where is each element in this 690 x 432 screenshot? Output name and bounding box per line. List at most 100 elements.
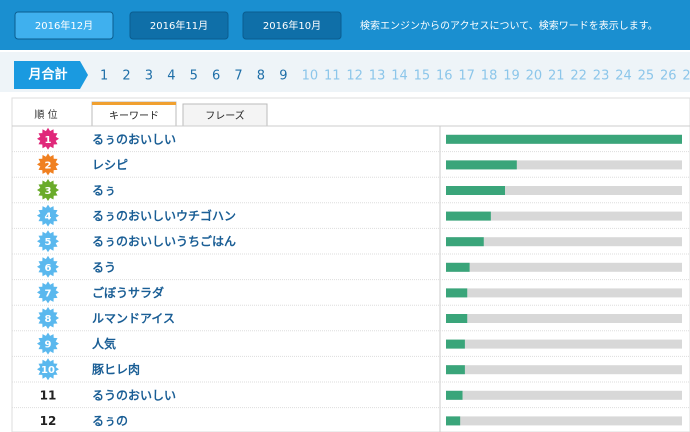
- rank: 3: [45, 186, 52, 197]
- day-link[interactable]: 2: [122, 69, 130, 84]
- rank: 6: [45, 263, 52, 274]
- tab-accent: [92, 102, 176, 105]
- rank: 9: [45, 340, 52, 351]
- month-tab[interactable]: [14, 11, 114, 40]
- bar: [446, 365, 465, 375]
- month-tab[interactable]: [242, 11, 342, 40]
- day-link[interactable]: 19: [503, 69, 520, 84]
- rank-badge: [37, 307, 59, 329]
- keyword[interactable]: 豚ヒレ肉: [91, 362, 140, 377]
- rank-header: 順 位: [34, 108, 57, 121]
- day-link[interactable]: 18: [481, 69, 498, 84]
- rank-badge: [37, 358, 59, 381]
- header-bar: [0, 0, 690, 50]
- bar: [446, 390, 463, 400]
- keyword[interactable]: るう: [92, 260, 116, 274]
- bar: [446, 237, 484, 247]
- day-bar: [0, 52, 690, 92]
- bar: [446, 416, 461, 426]
- month-tab-label[interactable]: 2016年12月: [35, 19, 93, 32]
- bar: [446, 186, 505, 195]
- day-link[interactable]: 14: [391, 69, 408, 84]
- rank-badge: [37, 230, 59, 253]
- day-link[interactable]: 23: [593, 69, 610, 84]
- rank-badge: [37, 179, 59, 201]
- day-link[interactable]: 8: [257, 69, 265, 84]
- day-link[interactable]: 13: [369, 69, 386, 84]
- bar: [446, 211, 491, 221]
- keyword[interactable]: レシピ: [92, 158, 128, 172]
- keyword[interactable]: るぅのおいしい: [92, 132, 176, 146]
- day-link[interactable]: 21: [548, 69, 565, 84]
- rank: 11: [40, 388, 57, 402]
- total-label[interactable]: 月合計: [27, 67, 67, 83]
- day-link[interactable]: 24: [615, 69, 632, 84]
- rank-badge: [37, 127, 59, 150]
- keyword-tab[interactable]: [91, 101, 177, 127]
- day-link[interactable]: 26: [660, 69, 677, 84]
- total-badge[interactable]: [14, 61, 88, 89]
- day-link[interactable]: 12: [346, 69, 363, 84]
- keyword[interactable]: るぅの: [92, 414, 128, 428]
- month-tab-label[interactable]: 2016年10月: [263, 19, 321, 32]
- bar-track: [446, 186, 682, 195]
- day-link[interactable]: 17: [458, 69, 475, 84]
- keyword[interactable]: ルマンドアイス: [92, 312, 175, 326]
- keyword[interactable]: るぅ: [92, 184, 116, 198]
- day-link[interactable]: 6: [212, 69, 220, 84]
- keyword[interactable]: るぅのおいしいウチゴハン: [92, 208, 236, 223]
- bar-track: [446, 237, 682, 247]
- bar: [446, 160, 517, 170]
- day-link[interactable]: 9: [279, 69, 287, 84]
- keyword[interactable]: ごぼうサラダ: [92, 285, 164, 300]
- rank: 5: [45, 237, 52, 248]
- rank: 2: [45, 160, 52, 171]
- day-link[interactable]: 1: [100, 69, 108, 84]
- keyword[interactable]: 人気: [92, 336, 116, 351]
- bar-track: [446, 390, 682, 400]
- day-link[interactable]: 16: [436, 69, 453, 84]
- day-link[interactable]: 7: [234, 69, 242, 84]
- phrase-tab-label[interactable]: フレーズ: [205, 109, 245, 122]
- day-link[interactable]: 5: [190, 69, 198, 84]
- day-link[interactable]: 27: [682, 69, 690, 84]
- bar: [446, 288, 468, 298]
- day-link[interactable]: 4: [167, 69, 175, 84]
- day-link[interactable]: 15: [414, 69, 431, 84]
- day-link[interactable]: 22: [570, 69, 587, 84]
- rank-badge: [37, 153, 59, 176]
- bar: [446, 314, 468, 323]
- bar: [446, 339, 465, 349]
- rank-badge: [37, 332, 59, 355]
- bar: [446, 134, 682, 144]
- day-link[interactable]: 3: [145, 69, 153, 84]
- keyword[interactable]: るぅのおいしいうちごはん: [92, 234, 236, 249]
- rank: 7: [45, 288, 52, 299]
- bar-track: [446, 211, 682, 221]
- keyword[interactable]: るうのおいしい: [92, 388, 176, 402]
- rank: 12: [40, 414, 57, 428]
- bar-track: [446, 160, 682, 170]
- keyword-tab-label[interactable]: キーワード: [109, 111, 159, 122]
- day-link[interactable]: 10: [302, 69, 319, 84]
- month-tab-label[interactable]: 2016年11月: [150, 19, 208, 32]
- bar-track: [446, 262, 682, 272]
- rank: 4: [45, 212, 52, 223]
- rank-badge: [37, 281, 59, 304]
- rank: 10: [41, 365, 55, 376]
- day-link[interactable]: 11: [324, 69, 341, 84]
- rank: 1: [45, 135, 52, 146]
- bar-track: [446, 365, 682, 375]
- bar-track: [446, 288, 682, 298]
- description: 検索エンジンからのアクセスについて、検索ワードを表示します。: [360, 19, 658, 32]
- month-tab[interactable]: [129, 11, 229, 40]
- day-link[interactable]: 20: [526, 69, 543, 84]
- bar: [446, 262, 470, 272]
- day-link[interactable]: 25: [638, 69, 655, 84]
- rank-badge: [37, 204, 59, 227]
- bar-track: [446, 416, 682, 426]
- bar-track: [446, 339, 682, 349]
- bar-track: [446, 314, 682, 323]
- rank-badge: [37, 255, 59, 278]
